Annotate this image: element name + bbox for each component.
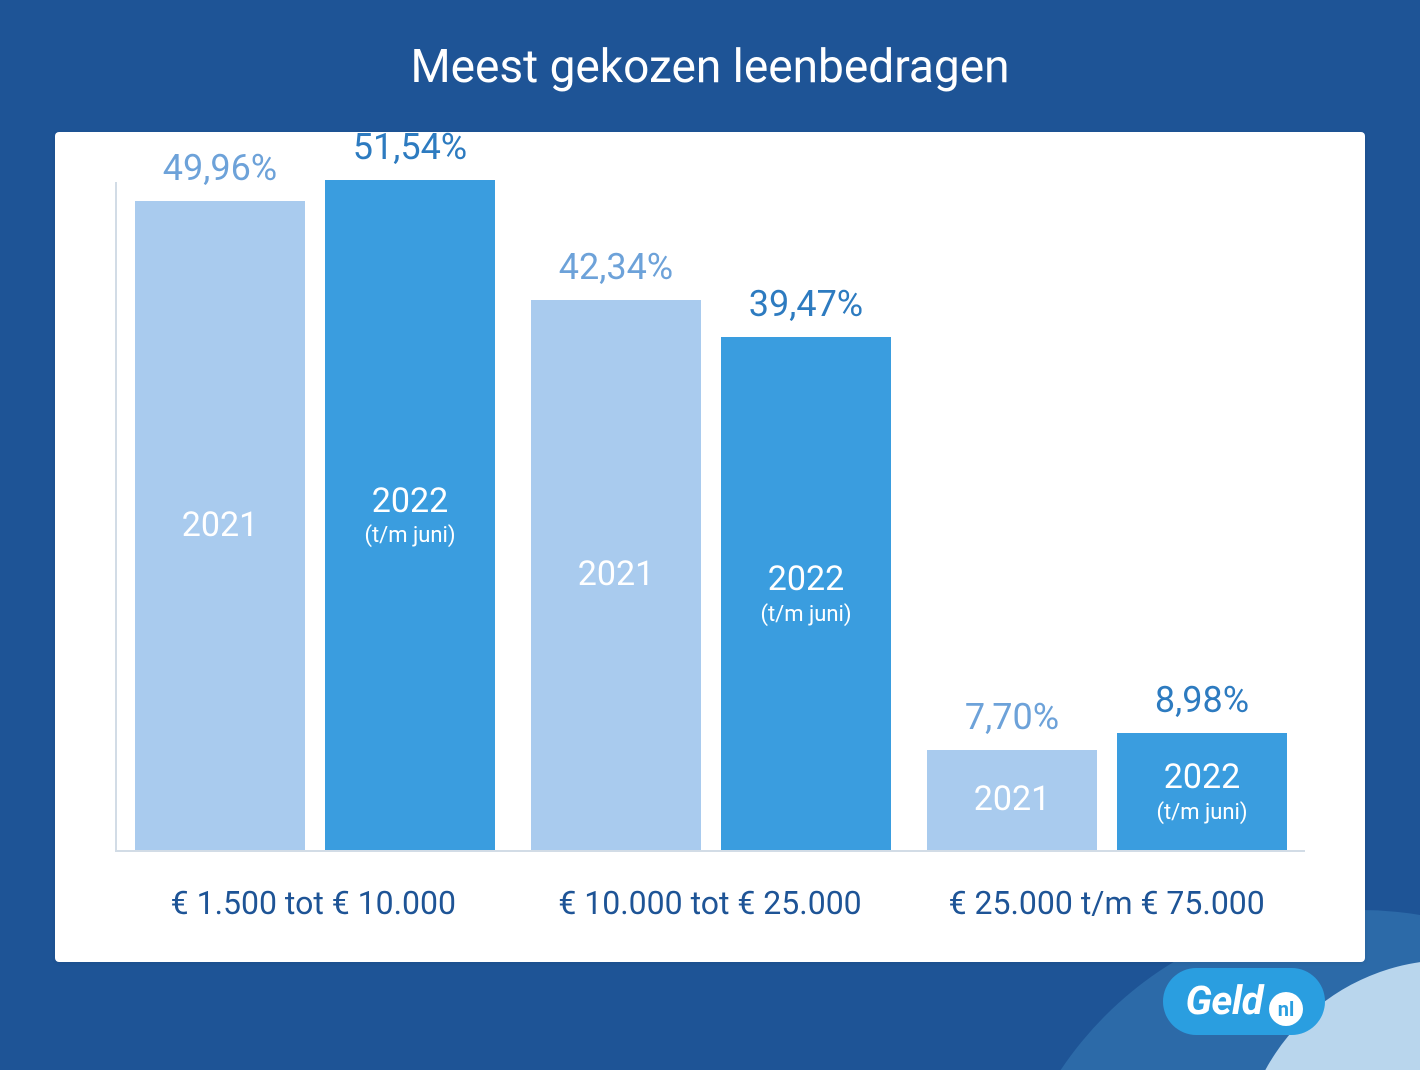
- x-axis-labels: € 1.500 tot € 10.000€ 10.000 tot € 25.00…: [115, 884, 1305, 922]
- bar-series-label: 2022: [762, 560, 850, 599]
- logo-text: Geld: [1185, 977, 1263, 1024]
- bar-value-label: 42,34%: [559, 246, 673, 288]
- logo-badge: nl: [1269, 992, 1303, 1026]
- bar-groups: 49,96%202151,54%2022(t/m juni)42,34%2021…: [117, 182, 1305, 850]
- bar-series-sublabel: (t/m juni): [364, 523, 455, 548]
- bar-value-label: 8,98%: [1155, 679, 1249, 721]
- bar: 2021: [135, 201, 305, 850]
- chart-plot-area: 49,96%202151,54%2022(t/m juni)42,34%2021…: [115, 182, 1305, 852]
- bar: 2022(t/m juni): [325, 180, 495, 850]
- bar-series-sublabel: (t/m juni): [760, 602, 851, 627]
- bar-series-label: 2022: [1158, 758, 1246, 797]
- x-axis-label: € 1.500 tot € 10.000: [115, 884, 512, 922]
- bar-group: 7,70% 2021 8,98% 2022 (t/m juni): [909, 679, 1305, 850]
- bar-value-label: 51,54%: [353, 126, 467, 168]
- bar-value-label: 7,70%: [965, 696, 1059, 738]
- bar-wrap: 8,98% 2022 (t/m juni): [1117, 679, 1287, 850]
- page-container: Meest gekozen leenbedragen 49,96% 2021 51,…: [0, 0, 1420, 1070]
- logo-pill: Geld nl: [1163, 968, 1325, 1035]
- bar-wrap: 49,96% 2021: [135, 147, 305, 850]
- bar-series-sublabel: (t/m juni): [1156, 800, 1247, 825]
- bar-value-label: 39,47%: [749, 283, 863, 325]
- x-axis-label: € 10.000 tot € 25.000: [512, 884, 909, 922]
- bar-wrap: 39,47% 2022 (t/m juni): [721, 283, 891, 850]
- bar-series-label: 2021: [572, 555, 660, 594]
- bar-wrap: 51,54% 2022(t/m juni): [325, 126, 495, 850]
- bar: 2022 (t/m juni): [721, 337, 891, 850]
- page-title: Meest gekozen leenbedragen: [0, 0, 1420, 94]
- bar-value-label: 49,96%: [163, 147, 277, 189]
- bar-group: 42,34% 2021 39,47% 2022 (t/m juni): [513, 246, 909, 850]
- bar-group: 49,96% 2021 51,54% 2022(t/m juni): [117, 126, 513, 850]
- bar: 2021: [531, 300, 701, 850]
- bar-series-label: 2021: [968, 780, 1056, 819]
- bar-series-label: 2022: [366, 482, 454, 521]
- bar-series-label: 2021: [176, 506, 264, 545]
- bar-wrap: 42,34% 2021: [531, 246, 701, 850]
- bar: 2021: [927, 750, 1097, 850]
- x-axis-label: € 25.000 t/m € 75.000: [908, 884, 1305, 922]
- bar-wrap: 7,70% 2021: [927, 696, 1097, 850]
- chart-card: 49,96%202151,54%2022(t/m juni)42,34%2021…: [55, 132, 1365, 962]
- bar: 2022 (t/m juni): [1117, 733, 1287, 850]
- logo: Geld nl: [1163, 968, 1325, 1035]
